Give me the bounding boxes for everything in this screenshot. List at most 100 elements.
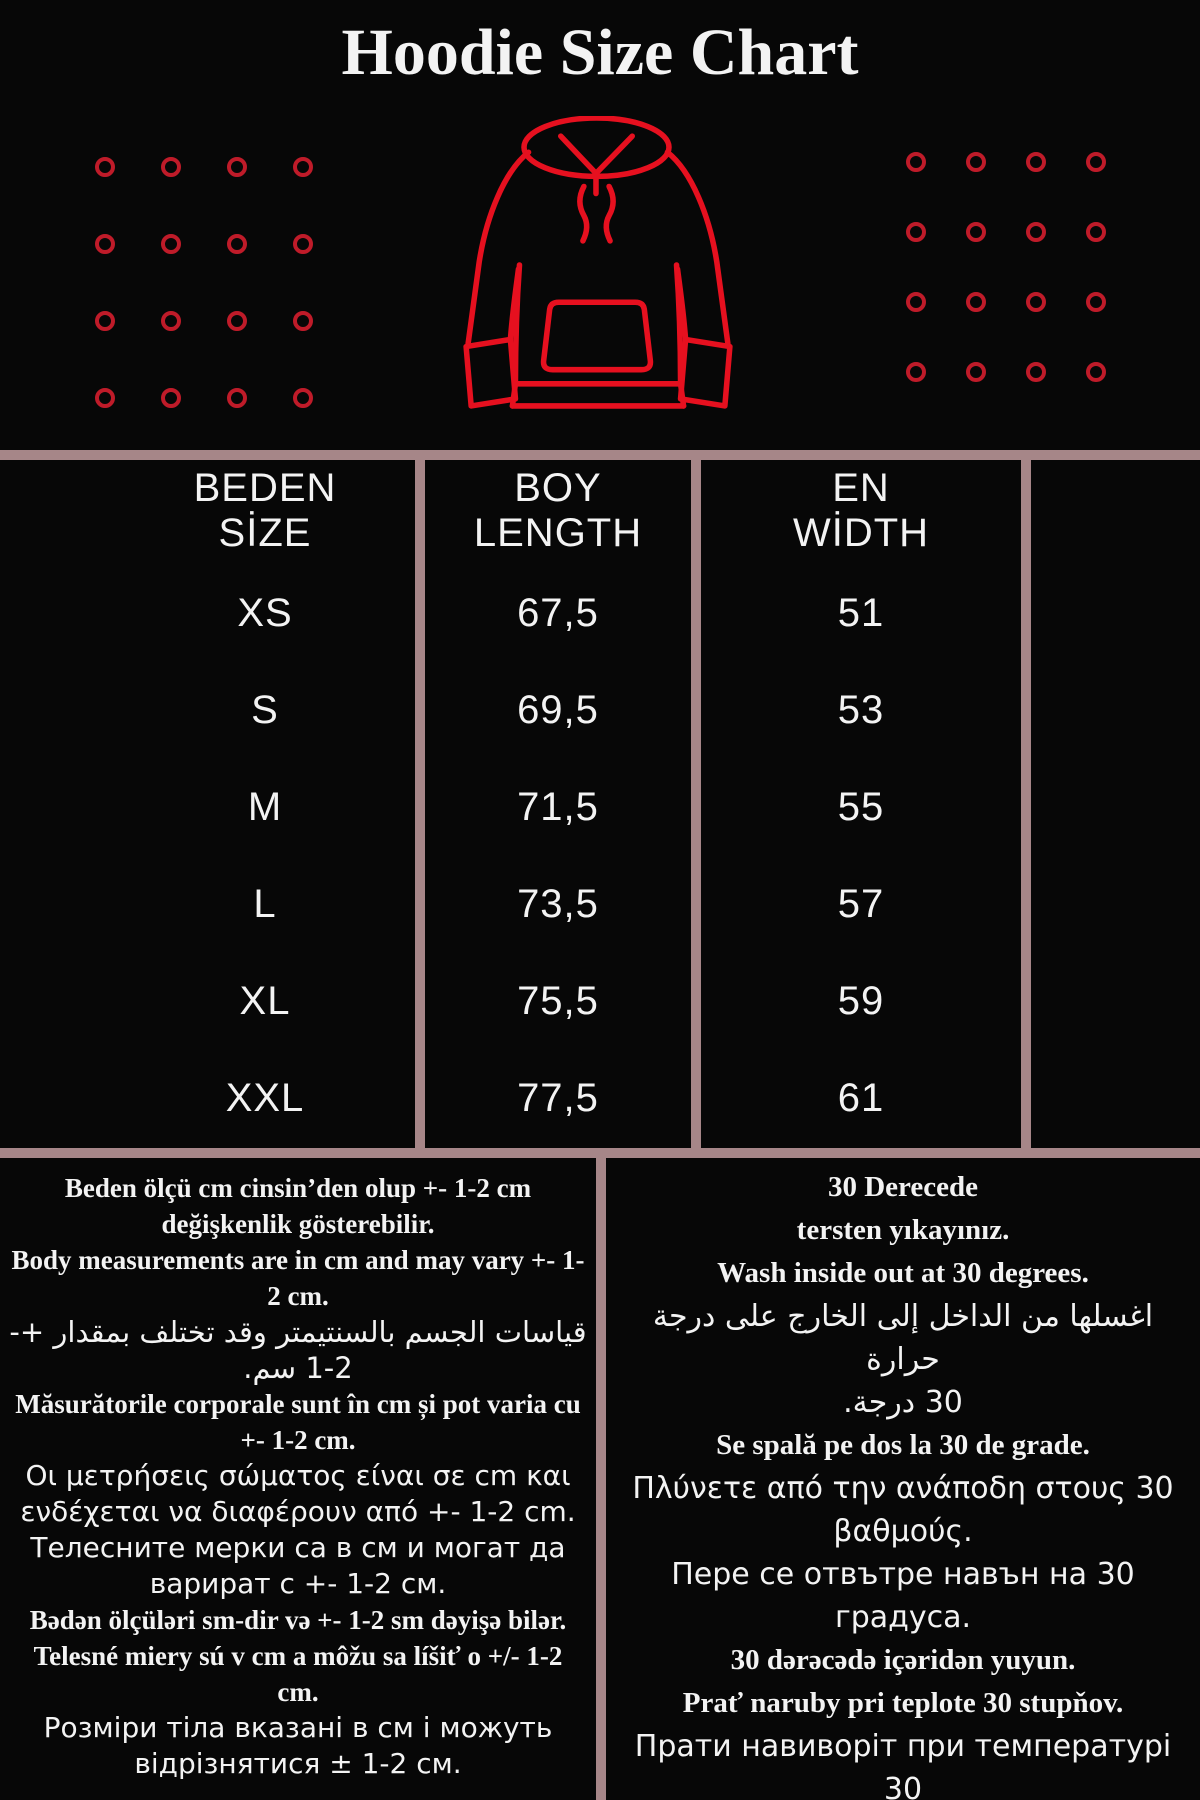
ring-dot-icon <box>227 157 247 177</box>
note-line-uk: Прати навиворіт при температурі 30 <box>634 1729 1172 1800</box>
table-column-divider <box>691 460 701 1148</box>
ring-dot-icon <box>1026 222 1046 242</box>
header-line: EN <box>832 466 890 510</box>
note-line-uk: відрізнятися ± 1-2 см. <box>134 1747 462 1780</box>
note-line-tr: Beden ölçü cm cinsin’den olup +- 1-2 cm <box>64 1173 532 1203</box>
header-line: WİDTH <box>792 511 930 555</box>
note-line-ar: 30 درجة. <box>843 1385 963 1420</box>
table-row-xl: XL 75,5 59 <box>0 953 1200 1050</box>
table-row-m: M 71,5 55 <box>0 759 1200 856</box>
table-row-s: S 69,5 53 <box>0 662 1200 759</box>
ring-dot-icon <box>227 388 247 408</box>
ring-dot-icon <box>1026 362 1046 382</box>
ring-dot-icon <box>293 388 313 408</box>
header-line: SİZE <box>218 511 312 555</box>
dot-grid-left <box>95 157 313 408</box>
column-header-length: BOY LENGTH <box>425 466 691 562</box>
note-line-el: Οι μετρήσεις σώματος είναι σε cm και <box>25 1459 571 1492</box>
note-line-az: Bədən ölçüləri sm-dir və +- 1-2 sm dəyiş… <box>29 1605 567 1635</box>
column-header-size: BEDEN SİZE <box>0 466 415 562</box>
notes-divider <box>596 1158 606 1800</box>
ring-dot-icon <box>906 152 926 172</box>
size-value: M <box>247 785 283 829</box>
note-line-ar: اغسلها من الداخل إلى الخارج على درجة حرا… <box>652 1299 1154 1377</box>
length-value: 77,5 <box>517 1076 599 1120</box>
note-line-sk: cm. <box>277 1677 319 1707</box>
length-value: 71,5 <box>517 785 599 829</box>
table-top-border <box>0 450 1200 460</box>
table-row-xs: XS 67,5 51 <box>0 565 1200 662</box>
length-value: 67,5 <box>517 591 599 635</box>
ring-dot-icon <box>966 222 986 242</box>
table-row-xxl: XXL 77,5 61 <box>0 1050 1200 1147</box>
ring-dot-icon <box>906 362 926 382</box>
width-value: 51 <box>837 591 885 635</box>
note-line-tr: 30 Derecede <box>827 1171 979 1203</box>
note-line-tr: tersten yıkayınız. <box>796 1214 1010 1246</box>
ring-dot-icon <box>293 311 313 331</box>
header-line: BOY <box>514 466 602 510</box>
ring-dot-icon <box>293 157 313 177</box>
ring-dot-icon <box>95 157 115 177</box>
ring-dot-icon <box>906 222 926 242</box>
ring-dot-icon <box>161 234 181 254</box>
header-line: BEDEN <box>193 466 337 510</box>
table-bottom-border <box>0 1148 1200 1158</box>
ring-dot-icon <box>293 234 313 254</box>
ring-dot-icon <box>95 234 115 254</box>
note-line-en: 2 cm. <box>267 1281 329 1311</box>
note-line-ar: 1-2 سم. <box>243 1351 353 1385</box>
ring-dot-icon <box>1026 152 1046 172</box>
ring-dot-icon <box>1086 292 1106 312</box>
note-line-el: ενδέχεται να διαφέρουν από +- 1-2 cm. <box>20 1495 576 1528</box>
length-value: 73,5 <box>517 882 599 926</box>
ring-dot-icon <box>966 152 986 172</box>
note-line-ar: قياسات الجسم بالسنتيمتر وقد تختلف بمقدار… <box>9 1315 587 1349</box>
ring-dot-icon <box>227 311 247 331</box>
size-value: S <box>251 688 279 732</box>
note-line-el: βαθμούς. <box>833 1514 973 1549</box>
note-line-en: Wash inside out at 30 degrees. <box>717 1257 1089 1289</box>
width-value: 55 <box>837 785 885 829</box>
note-line-sk: Telesné miery sú v cm a môžu sa líšiť o … <box>33 1641 563 1671</box>
dot-grid-right <box>906 152 1106 382</box>
ring-dot-icon <box>161 388 181 408</box>
note-line-ro: +- 1-2 cm. <box>240 1425 356 1455</box>
note-line-ro: Se spală pe dos la 30 de grade. <box>716 1429 1090 1461</box>
note-line-en: Body measurements are in cm and may vary… <box>11 1245 585 1275</box>
width-value: 57 <box>837 882 885 926</box>
measurement-notes: Beden ölçü cm cinsin’den olup +- 1-2 cm … <box>8 1170 588 1782</box>
width-value: 61 <box>837 1076 885 1120</box>
note-line-ro: Măsurătorile corporale sunt în cm și pot… <box>15 1389 581 1419</box>
ring-dot-icon <box>95 388 115 408</box>
ring-dot-icon <box>1086 362 1106 382</box>
ring-dot-icon <box>161 157 181 177</box>
table-row-l: L 73,5 57 <box>0 856 1200 953</box>
note-line-sk: Prať naruby pri teplote 30 stupňov. <box>682 1687 1124 1719</box>
ring-dot-icon <box>1086 222 1106 242</box>
table-column-divider <box>1021 460 1031 1148</box>
size-value: XS <box>237 591 293 635</box>
note-line-uk: Розміри тіла вказані в см і можуть <box>43 1711 553 1744</box>
ring-dot-icon <box>906 292 926 312</box>
ring-dot-icon <box>966 292 986 312</box>
table-column-divider <box>415 460 425 1148</box>
width-value: 53 <box>837 688 885 732</box>
hoodie-outline-icon <box>463 116 733 409</box>
size-value: L <box>253 882 277 926</box>
note-line-az: 30 dərəcədə içəridən yuyun. <box>730 1644 1076 1676</box>
column-header-width: EN WİDTH <box>701 466 1021 562</box>
length-value: 75,5 <box>517 979 599 1023</box>
size-value: XXL <box>225 1076 305 1120</box>
washing-notes: 30 Derecede tersten yıkayınız. Wash insi… <box>614 1166 1192 1800</box>
ring-dot-icon <box>1086 152 1106 172</box>
ring-dot-icon <box>161 311 181 331</box>
ring-dot-icon <box>227 234 247 254</box>
ring-dot-icon <box>1026 292 1046 312</box>
note-line-tr: değişkenlik gösterebilir. <box>161 1209 435 1239</box>
ring-dot-icon <box>966 362 986 382</box>
note-line-bg: Телесните мерки са в см и могат да <box>30 1531 566 1564</box>
page-title: Hoodie Size Chart <box>341 16 859 89</box>
note-line-bg: варират с +- 1-2 см. <box>149 1567 447 1600</box>
